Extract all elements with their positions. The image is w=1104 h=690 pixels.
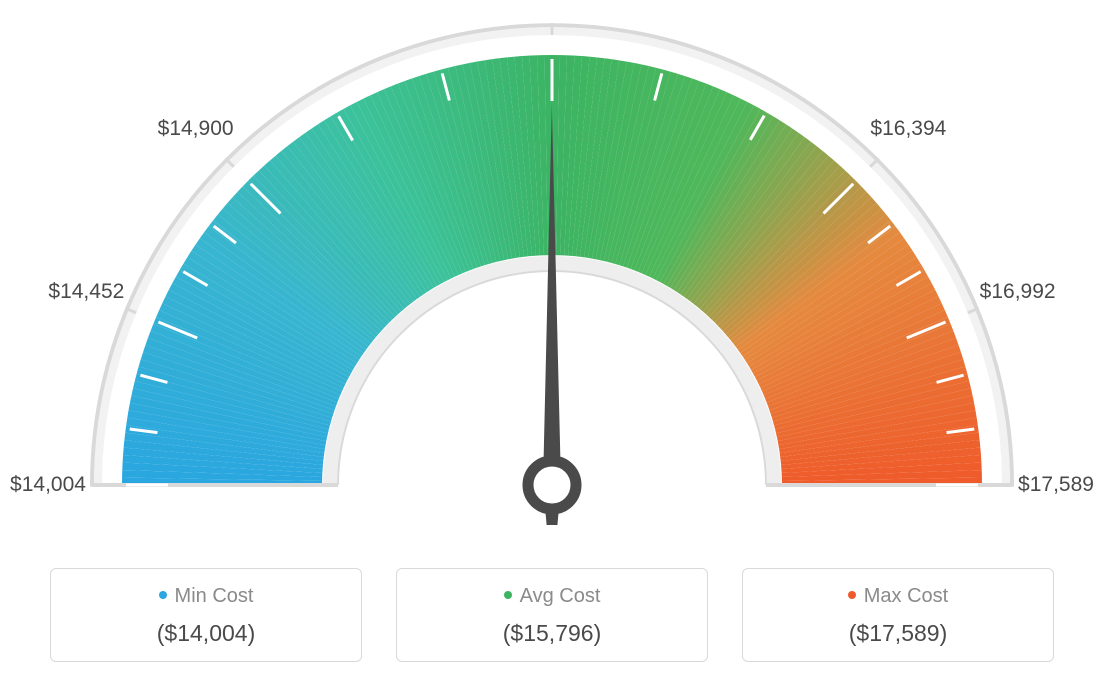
avg-cost-value: ($15,796) (407, 620, 697, 647)
max-cost-title: Max Cost (753, 585, 1043, 608)
max-cost-card: Max Cost ($17,589) (742, 568, 1054, 662)
gauge-chart-container: $14,004$14,452$14,900$15,796$16,394$16,9… (0, 0, 1104, 690)
avg-cost-card: Avg Cost ($15,796) (396, 568, 708, 662)
avg-cost-dot (504, 591, 512, 599)
min-cost-value: ($14,004) (61, 620, 351, 647)
min-cost-dot (159, 591, 167, 599)
gauge-tick-label: $17,589 (1006, 473, 1104, 497)
gauge-tick-label: $16,992 (968, 280, 1068, 304)
gauge-tick-label: $14,004 (0, 473, 98, 497)
max-cost-dot (848, 591, 856, 599)
max-cost-value: ($17,589) (753, 620, 1043, 647)
max-cost-title-text: Max Cost (864, 585, 948, 607)
min-cost-title-text: Min Cost (175, 585, 254, 607)
gauge-tick-label: $14,900 (146, 117, 246, 141)
min-cost-title: Min Cost (61, 585, 351, 608)
gauge-svg (0, 0, 1104, 560)
gauge-tick-label: $16,394 (858, 117, 958, 141)
min-cost-card: Min Cost ($14,004) (50, 568, 362, 662)
gauge-tick-label: $14,452 (36, 280, 136, 304)
avg-cost-title: Avg Cost (407, 585, 697, 608)
summary-cards: Min Cost ($14,004) Avg Cost ($15,796) Ma… (50, 568, 1054, 662)
avg-cost-title-text: Avg Cost (520, 585, 601, 607)
